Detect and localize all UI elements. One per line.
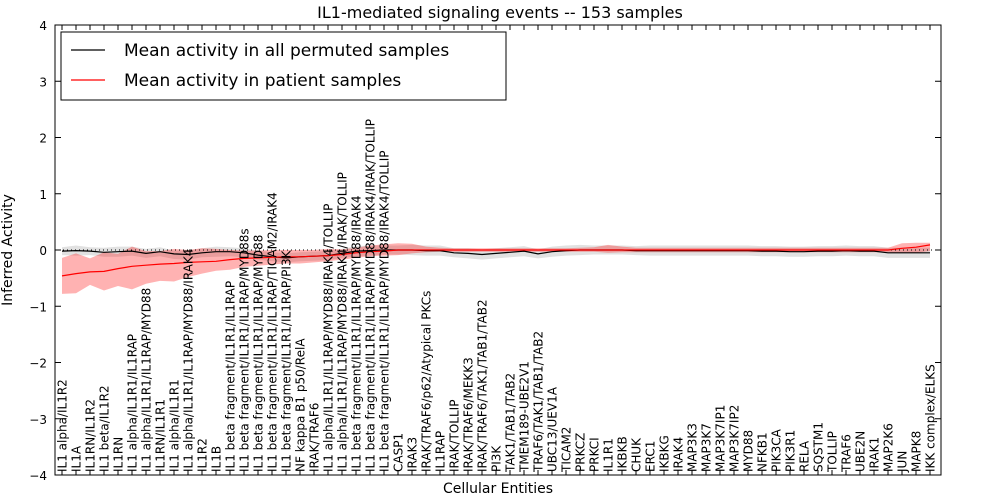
x-tick-label: TAK1/TAB1/TAB2 xyxy=(504,373,518,473)
x-tick-label: IL1 beta fragment/IL1R1/IL1RAP/MYD88/IRA… xyxy=(350,195,364,472)
y-tick-label: −4 xyxy=(29,469,47,483)
x-tick-label: MAP2K6 xyxy=(882,423,896,472)
x-tick-label: IRAK/TRAF6/TAK1/TAB1/TAB2 xyxy=(476,299,490,472)
x-tick-label: IKBKB xyxy=(616,436,630,472)
x-tick-label: IRAK/TRAF6/p62/Atypical PKCs xyxy=(420,291,434,472)
x-tick-label: PRKCI xyxy=(588,437,602,472)
y-tick-label: −1 xyxy=(29,300,47,314)
x-tick-label: PIK3R1 xyxy=(784,430,798,472)
x-tick-label: IL1 alpha/IL1R1/IL1RAP xyxy=(126,334,140,472)
chart-title: IL1-mediated signaling events -- 153 sam… xyxy=(317,3,683,22)
x-tick-label: IL1 beta fragment/IL1R1/IL1RAP/MYD88/IRA… xyxy=(364,119,378,472)
y-tick-label: 1 xyxy=(39,188,47,202)
x-tick-label: IL1 alpha/IL1R1 xyxy=(168,379,182,472)
x-tick-label: IL1 beta/IL1R2 xyxy=(98,385,112,472)
x-tick-label: IL1R2 xyxy=(196,438,210,472)
x-tick-label: IRAK/TRAF6/MEKK3 xyxy=(462,357,476,472)
x-tick-label: IL1R1 xyxy=(602,438,616,472)
band-patient xyxy=(62,242,930,294)
x-tick-label: IL1 alpha/IL1R1/IL1RAP/MYD88 xyxy=(140,288,154,472)
x-tick-label: NFKB1 xyxy=(756,432,770,472)
x-tick-label: MYD88 xyxy=(742,430,756,472)
x-tick-label: UBE2N xyxy=(854,431,868,472)
x-tick-label: MAP3K7 xyxy=(700,423,714,472)
x-tick-label: IL1A xyxy=(70,445,84,472)
x-tick-label: IL1 beta fragment/IL1R1/IL1RAP/MYD88 xyxy=(252,235,266,472)
x-tick-label: IL1B xyxy=(210,446,224,472)
x-tick-label: TOLLIP xyxy=(826,431,840,473)
x-tick-label: IL1 beta fragment/IL1R1/IL1RAP/PI3K xyxy=(280,249,294,472)
x-axis-title: Cellular Entities xyxy=(443,481,553,497)
x-tick-label: MAP3K7IP1 xyxy=(714,405,728,472)
x-tick-label: PIK3CA xyxy=(770,428,784,472)
y-tick-label: 0 xyxy=(39,244,47,258)
x-tick-label: CASP1 xyxy=(392,433,406,472)
x-tick-label: TMEM189-UBE2V1 xyxy=(518,361,532,473)
x-tick-label: IL1RN xyxy=(112,437,126,472)
x-tick-label: TRAF6 xyxy=(840,434,854,473)
x-tick-label: IRAK1 xyxy=(868,437,882,472)
x-tick-label: MAP3K3 xyxy=(686,423,700,472)
x-tick-label: UBC13/UEV1A xyxy=(546,386,560,472)
x-tick-label: PI3K xyxy=(490,445,504,472)
x-tick-label: IL1 beta fragment/IL1R1/IL1RAP xyxy=(224,281,238,472)
x-tick-label: IL1 alpha/IL1R1/IL1RAP/MYD88/IRAK4 xyxy=(182,249,196,472)
line-permuted-mean xyxy=(61,249,930,259)
line-patient-mean xyxy=(61,244,931,277)
x-tick-label: CHUK xyxy=(630,437,644,472)
y-tick-label: −2 xyxy=(29,357,47,371)
x-tick-label: IKK complex/ELKS xyxy=(924,364,938,472)
x-tick-label: NF kappa B1 p50/RelA xyxy=(294,338,308,472)
legend-box xyxy=(60,31,507,101)
x-tick-label: RELA xyxy=(798,440,812,472)
legend-label-patient: Mean activity in patient samples xyxy=(124,71,401,91)
y-tick-label: 3 xyxy=(39,75,47,89)
x-tick-label: IL1 alpha/IL1R1/IL1RAP/MYD88/IRAK4/IRAK/… xyxy=(336,172,350,472)
x-tick-label: IL1 alpha/IL1R2 xyxy=(56,379,70,472)
x-tick-label: TICAM2 xyxy=(560,427,574,473)
x-tick-label: IRAK3 xyxy=(406,437,420,472)
x-tick-label: IL1 beta fragment/IL1R1/IL1RAP/TICAM2/IR… xyxy=(266,192,280,472)
x-tick-label: JUN xyxy=(896,451,910,473)
legend: Mean activity in all permuted samples Me… xyxy=(60,31,507,101)
x-tick-label: IRAK/TRAF6 xyxy=(308,403,322,472)
x-tick-label: IL1RAP xyxy=(434,431,448,472)
x-tick-label: ERC1 xyxy=(644,441,658,472)
x-tick-label: IL1 alpha/IL1R1/IL1RAP/MYD88/IRAK4/TOLLI… xyxy=(322,204,336,472)
x-tick-label: IRAK4 xyxy=(672,437,686,472)
x-tick-label: SQSTM1 xyxy=(812,422,826,472)
legend-label-permuted: Mean activity in all permuted samples xyxy=(124,41,449,61)
y-tick-label: 4 xyxy=(39,19,47,33)
x-tick-label: MAP3K7IP2 xyxy=(728,405,742,472)
x-tick-label: MAPK8 xyxy=(910,431,924,472)
y-axis: −4 −3 −2 −1 0 1 2 3 4 xyxy=(29,19,941,483)
x-tick-label: PRKCZ xyxy=(574,433,588,472)
x-tick-label: IL1RN/IL1R2 xyxy=(84,399,98,472)
x-tick-label: IL1 beta fragment/IL1R1/IL1RAP/MYD88s xyxy=(238,228,252,472)
y-tick-label: −3 xyxy=(29,413,47,427)
x-tick-label: IL1 beta fragment/IL1R1/IL1RAP/MYD88/IRA… xyxy=(378,151,392,472)
x-tick-label: IKBKG xyxy=(658,435,672,472)
y-tick-label: 2 xyxy=(39,132,47,146)
x-tick-label: IRAK/TOLLIP xyxy=(448,400,462,472)
x-tick-label: IL1RN/IL1R1 xyxy=(154,399,168,472)
x-tick-label: TRAF6/TAK1/TAB1/TAB2 xyxy=(532,331,546,473)
y-axis-title: Inferred Activity xyxy=(0,194,16,306)
series-lines xyxy=(55,244,941,277)
x-axis: IL1 alpha/IL1R2 IL1A IL1RN/IL1R2 IL1 beta/I… xyxy=(56,25,938,475)
